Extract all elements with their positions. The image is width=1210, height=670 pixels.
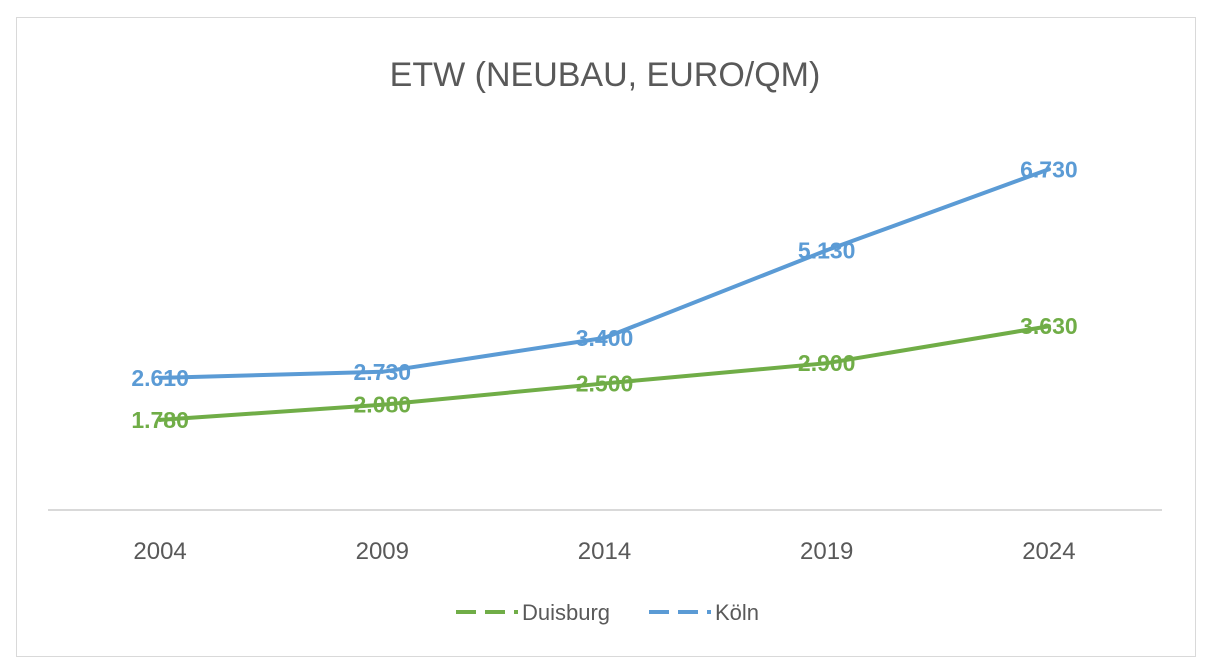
data-label: 1.780 [131, 407, 189, 433]
x-tick-labels: 2004 2009 2014 2019 2024 [133, 538, 1075, 565]
series-1: 2.610 2.730 3.400 5.130 6.730 [131, 156, 1077, 391]
data-point [158, 375, 163, 380]
data-point [380, 369, 385, 374]
data-label: 2.900 [798, 350, 856, 376]
chart-title: ETW (NEUBAU, EURO/QM) [390, 56, 821, 94]
legend-label: Duisburg [522, 600, 610, 625]
data-label: 2.610 [131, 365, 189, 391]
series-0: 1.780 2.080 2.500 2.900 3.630 [131, 313, 1077, 433]
data-point [1046, 324, 1051, 329]
data-point [380, 402, 385, 407]
x-tick-label: 2024 [1022, 538, 1075, 565]
data-point [824, 248, 829, 253]
x-tick-label: 2019 [800, 538, 853, 565]
data-point [602, 335, 607, 340]
data-label: 2.080 [354, 392, 412, 418]
legend-item-1: Köln [649, 600, 759, 625]
data-label: 3.630 [1020, 313, 1078, 339]
series-layer: 1.780 2.080 2.500 2.900 3.630 2.610 2.730 3.400… [131, 156, 1077, 433]
data-label: 5.130 [798, 237, 856, 263]
data-label: 3.400 [576, 325, 634, 351]
x-tick-label: 2004 [133, 538, 186, 565]
data-label: 2.730 [354, 359, 412, 385]
legend-label: Köln [715, 600, 759, 625]
data-point [158, 417, 163, 422]
x-tick-label: 2009 [356, 538, 409, 565]
legend: Duisburg Köln [456, 600, 759, 625]
x-tick-label: 2014 [578, 538, 631, 565]
data-point [824, 361, 829, 366]
legend-item-0: Duisburg [456, 600, 610, 625]
data-label: 6.730 [1020, 156, 1078, 182]
data-label: 2.500 [576, 370, 634, 396]
data-point [1046, 167, 1051, 172]
data-point [602, 381, 607, 386]
